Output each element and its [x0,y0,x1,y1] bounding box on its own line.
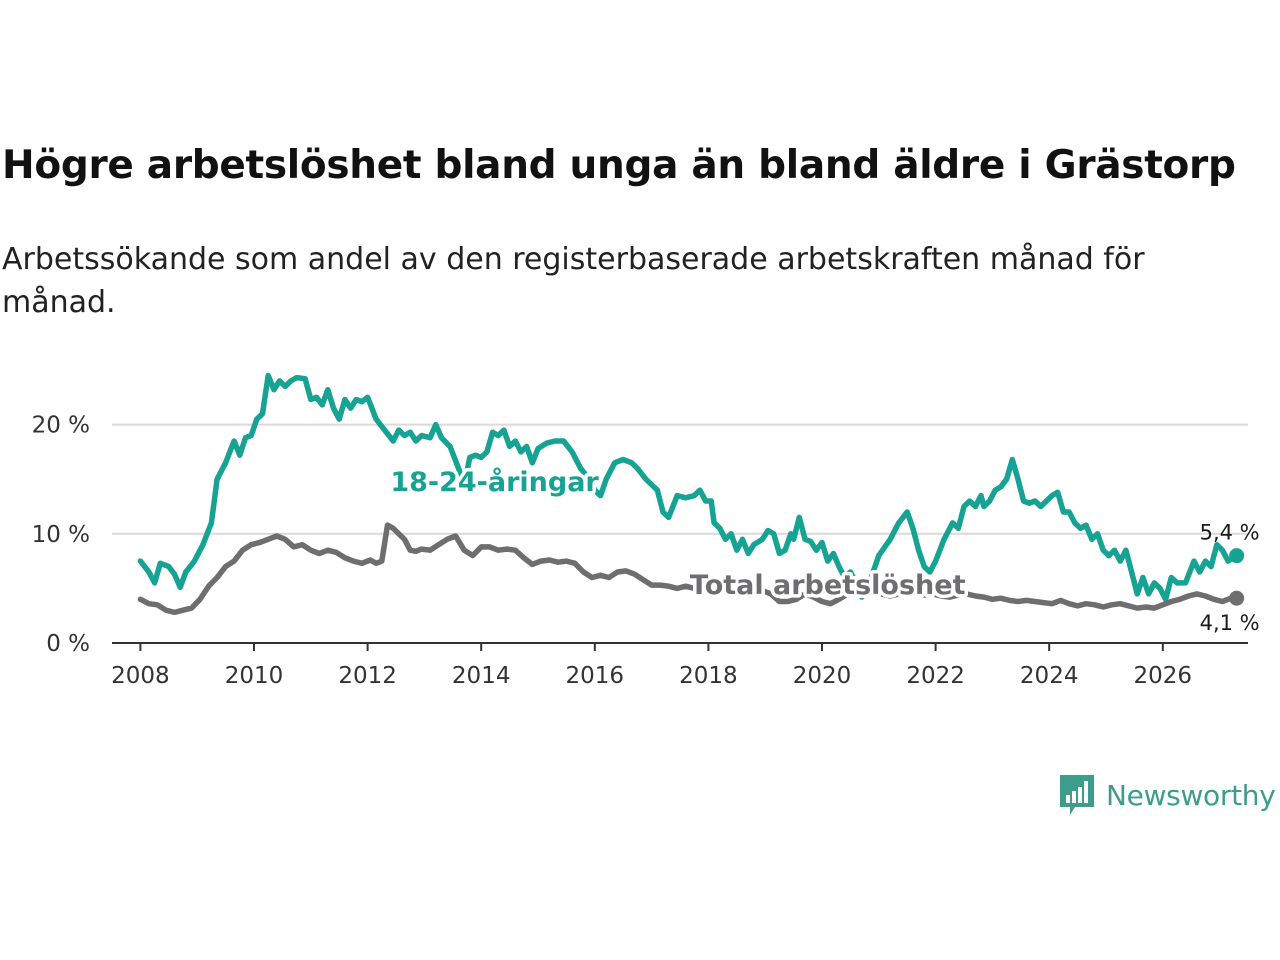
x-tick-label: 2024 [1020,663,1079,689]
x-tick-label: 2016 [566,663,625,689]
y-tick-label: 0 % [46,631,90,657]
end-value-label: 5,4 % [1200,521,1260,545]
page-subtitle: Arbetssökande som andel av den registerb… [2,242,1145,320]
x-tick-label: 2012 [338,663,397,689]
end-marker-youth [1229,548,1245,564]
x-axis: 0 % 10 % 20 % 2008 2010 2012 2014 2016 2018 2020 2… [32,413,1248,689]
x-tick-label: 2018 [679,663,738,689]
series-lines [137,372,1240,616]
series-line-youth [137,372,1240,603]
x-tick-label: 2026 [1134,663,1193,689]
x-tick-label: 2010 [225,663,284,689]
x-tick-label: 2022 [906,663,965,689]
end-marker-total [1229,590,1245,606]
newsworthy-logo: Newsworthy [1058,773,1276,817]
gridlines [112,423,1248,535]
series-label-total: Total arbetslöshet [690,570,966,601]
x-tick-label: 2014 [452,663,511,689]
page-title: Högre arbetslöshet bland unga än bland ä… [2,143,1236,188]
series-line-total [137,522,1240,616]
end-value-label: 4,1 % [1200,611,1260,635]
series-label-youth: 18-24-åringar [390,466,599,498]
line-chart: 0 % 10 % 20 % 2008 2010 2012 2014 2016 2018 2020 2… [32,372,1260,689]
x-tick-label: 2020 [793,663,852,689]
bar-chart-speech-icon [1060,775,1094,815]
x-tick-label: 2008 [111,663,170,689]
y-tick-label: 10 % [32,522,90,548]
brand-name: Newsworthy [1106,778,1276,812]
labels: 5,4 % 4,1 % 18-24-åringar Total arbetslöshe… [387,463,1260,636]
y-tick-label: 20 % [32,413,90,439]
